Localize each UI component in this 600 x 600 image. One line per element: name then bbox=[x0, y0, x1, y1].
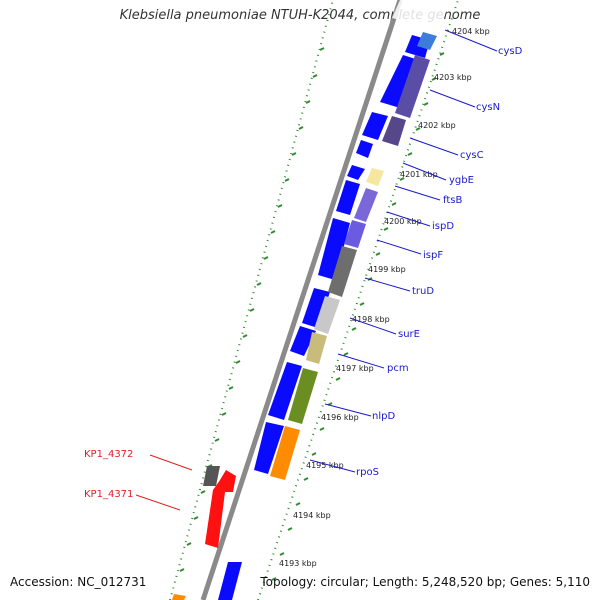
genome-summary-text: Topology: circular; Length: 5,248,520 bp… bbox=[260, 575, 590, 589]
cog-feature bbox=[395, 55, 430, 118]
cds-feature bbox=[302, 288, 330, 328]
cds-feature bbox=[172, 594, 186, 600]
tick-labels: 4204 kbp 4203 kbp 4202 kbp 4201 kbp 4200… bbox=[279, 27, 490, 568]
gene-label-kp1-4372: KP1_4372 bbox=[84, 449, 133, 460]
gene-label-ispF: ispF bbox=[423, 250, 443, 261]
gene-label-ispD: ispD bbox=[432, 221, 454, 232]
gene-label-ygbE: ygbE bbox=[449, 175, 474, 186]
gene-label-kp1-4371: KP1_4371 bbox=[84, 489, 133, 500]
cog-feature bbox=[417, 32, 437, 50]
cog-feature bbox=[382, 116, 406, 146]
gene-label-rpoS: rpoS bbox=[356, 467, 379, 478]
cog-feature bbox=[288, 368, 318, 424]
gene-label-cysC: cysC bbox=[460, 150, 484, 161]
tick-label: 4201 kbp bbox=[400, 170, 438, 179]
tick-label: 4199 kbp bbox=[368, 265, 406, 274]
tick-label: 4204 kbp bbox=[452, 27, 490, 36]
dotted-ring-inner bbox=[169, 0, 334, 600]
cds-feature bbox=[347, 165, 365, 180]
tick-label: 4200 kbp bbox=[384, 217, 422, 226]
cog-feature bbox=[328, 246, 357, 297]
tick-label: 4194 kbp bbox=[293, 511, 331, 520]
gene-label-ftsB: ftsB bbox=[443, 195, 462, 206]
cds-feature bbox=[268, 362, 302, 420]
cds-feature bbox=[362, 112, 388, 140]
cds-feature bbox=[356, 140, 373, 158]
accession-text: Accession: NC_012731 bbox=[10, 575, 147, 589]
ring-dashes-left bbox=[179, 47, 325, 572]
dotted-ring-outer bbox=[257, 0, 459, 600]
map-title: Klebsiella pneumoniae NTUH-K2044, comple… bbox=[119, 8, 481, 23]
tick-label: 4196 kbp bbox=[321, 413, 359, 422]
tick-label: 4203 kbp bbox=[434, 73, 472, 82]
tick-label: 4193 kbp bbox=[279, 559, 317, 568]
cog-feature bbox=[366, 168, 384, 186]
ring-dashes-right bbox=[271, 52, 445, 581]
tick-label: 4198 kbp bbox=[352, 315, 390, 324]
tick-label: 4197 kbp bbox=[336, 364, 374, 373]
label-leaders-red bbox=[135, 454, 193, 511]
gene-label-nlpD: nlpD bbox=[372, 411, 395, 422]
cds-feature bbox=[218, 562, 242, 600]
cog-feature bbox=[354, 188, 378, 222]
cds-feature bbox=[254, 422, 284, 474]
gene-label-pcm: pcm bbox=[387, 363, 409, 374]
gene-label-surE: surE bbox=[398, 329, 420, 340]
cog-feature bbox=[344, 220, 366, 248]
cds-feature bbox=[336, 180, 360, 215]
label-leaders-blue bbox=[309, 29, 498, 473]
cog-feature bbox=[306, 332, 327, 364]
gene-label-cysD: cysD bbox=[498, 46, 523, 57]
genome-backbone bbox=[200, 0, 403, 600]
gene-label-cysN: cysN bbox=[476, 102, 500, 113]
gene-label-truD: truD bbox=[412, 286, 434, 297]
cds-feature bbox=[290, 326, 316, 356]
highlight-arcs bbox=[392, 0, 450, 30]
tick-label: 4202 kbp bbox=[418, 121, 456, 130]
cog-feature bbox=[270, 426, 300, 480]
cog-track bbox=[270, 32, 437, 480]
cds-feature-kp1-4371 bbox=[205, 470, 236, 548]
gene-labels: cysD cysN cysC ygbE ftsB ispD ispF truD … bbox=[84, 46, 523, 500]
cds-feature bbox=[318, 218, 350, 280]
tick-label: 4195 kbp bbox=[306, 461, 344, 470]
cds-track-reverse bbox=[172, 466, 242, 600]
cog-feature bbox=[314, 296, 340, 334]
cds-feature-kp1-4372 bbox=[203, 466, 220, 486]
